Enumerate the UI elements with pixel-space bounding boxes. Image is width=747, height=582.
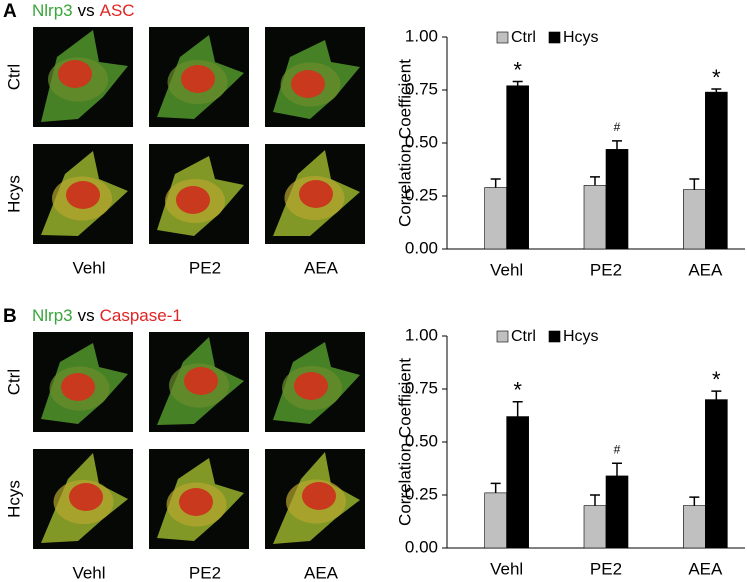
error-bar [490,178,501,188]
error-bar [711,88,722,93]
title-part: vs [78,1,95,20]
bar [705,399,728,549]
x-tick-label: AEA [688,559,723,578]
y-tick-label: 0.50 [405,431,438,450]
x-tick-label: AEA [688,260,723,279]
column-label: PE2 [189,258,221,277]
x-tick-label: Vehl [490,260,523,279]
nucleus [66,181,100,209]
nucleus [179,488,213,516]
y-tick-label: 0.25 [405,484,438,503]
column-label: AEA [304,258,339,277]
legend-swatch [496,330,509,343]
column-label: PE2 [189,563,221,582]
error-bar [711,390,722,400]
x-tick-label: PE2 [590,260,622,279]
y-tick-label: 0.25 [405,185,438,204]
bar [583,185,607,250]
error-bar [512,400,523,417]
nucleus [291,70,325,98]
panel-label: A [3,1,17,22]
title-part: vs [78,306,95,325]
y-tick-label: 0.50 [405,132,438,151]
nucleus [61,373,95,401]
y-tick-label: 0.00 [405,537,438,556]
nucleus [58,60,92,88]
title-part: Caspase-1 [100,306,182,325]
row-label: Hcys [4,175,23,213]
error-bar [689,496,700,506]
bar [484,492,507,549]
row-label: Ctrl [4,369,23,395]
nucleus [302,482,336,510]
column-label: Vehl [72,563,105,582]
nucleus [176,186,210,214]
error-bar [590,176,600,186]
significance-mark: * [513,378,522,403]
panel-title: Nlrp3 vs Caspase-1 [32,306,182,325]
legend-swatch [548,31,561,44]
nucleus [294,372,328,400]
significance-mark: * [712,65,721,90]
panel-title: Nlrp3 vs ASC [32,1,135,20]
nucleus [299,180,333,208]
legend-label: Ctrl [511,328,536,345]
column-label: AEA [304,563,339,582]
nucleus [69,483,103,511]
legend-label: Ctrl [511,29,536,46]
title-part: Nlrp3 [32,1,73,20]
significance-mark: # [614,120,621,134]
y-axis-label: Correlation Coefficient [395,59,414,227]
y-tick-label: 1.00 [405,26,438,45]
nucleus [184,367,218,395]
bar [705,91,728,250]
y-tick-label: 1.00 [405,325,438,344]
significance-mark: * [712,367,721,392]
bar [683,189,706,250]
bar [683,505,706,549]
bar [484,187,507,250]
significance-mark: * [513,57,522,82]
y-tick-label: 0.75 [405,378,438,397]
error-bar [512,80,523,86]
row-label: Ctrl [4,64,23,90]
error-bar [490,482,501,493]
title-part: ASC [100,1,135,20]
panel-label: B [3,306,17,327]
bar [605,475,629,549]
nucleus [181,65,215,93]
y-tick-label: 0.75 [405,79,438,98]
x-tick-label: Vehl [490,559,523,578]
row-label: Hcys [4,480,23,518]
bar [583,505,607,549]
legend-label: Hcys [563,328,599,345]
bar [506,85,529,250]
title-part: Nlrp3 [32,306,73,325]
bar [506,416,529,549]
legend-swatch [548,330,561,343]
error-bar [612,140,622,150]
error-bar [590,494,600,506]
error-bar [689,178,700,190]
y-tick-label: 0.00 [405,238,438,257]
error-bar [612,462,622,476]
legend-label: Hcys [563,29,599,46]
column-label: Vehl [72,258,105,277]
bar [605,149,629,250]
x-tick-label: PE2 [590,559,622,578]
significance-mark: # [614,442,621,456]
legend-swatch [496,31,509,44]
y-axis-label: Correlation Coefficient [395,358,414,526]
